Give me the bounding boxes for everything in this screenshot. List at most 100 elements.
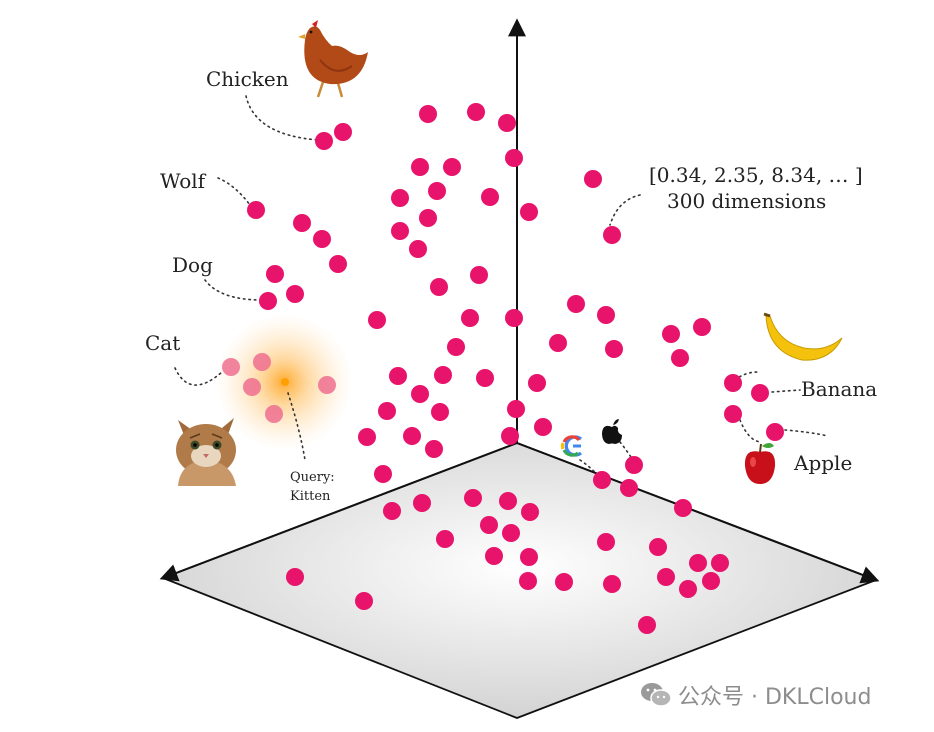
point [567, 295, 585, 313]
point [355, 592, 373, 610]
point [428, 182, 446, 200]
point [358, 428, 376, 446]
point [266, 265, 284, 283]
point [597, 306, 615, 324]
point [431, 403, 449, 421]
point [470, 266, 488, 284]
point [436, 530, 454, 548]
apple-logo-icon [602, 419, 622, 444]
point [502, 524, 520, 542]
point [505, 309, 523, 327]
point [671, 349, 689, 367]
point [425, 440, 443, 458]
point [521, 503, 539, 521]
point [313, 230, 331, 248]
label-apple: Apple [793, 451, 852, 475]
point [467, 103, 485, 121]
point [597, 533, 615, 551]
point-apple-1 [724, 405, 742, 423]
label-dimensions: 300 dimensions [667, 189, 826, 213]
point [447, 338, 465, 356]
point [378, 402, 396, 420]
query-point [281, 378, 289, 386]
point [674, 499, 692, 517]
point [383, 502, 401, 520]
google-logo-icon [560, 435, 583, 457]
point [657, 568, 675, 586]
leader-apple [739, 419, 761, 443]
point-wolf [247, 201, 265, 219]
point [411, 158, 429, 176]
point-google [593, 471, 611, 489]
label-dog: Dog [172, 253, 213, 277]
point-apple-2 [766, 423, 784, 441]
leader-query [287, 392, 306, 461]
point-banana-1 [724, 374, 742, 392]
point [638, 616, 656, 634]
point-cat-5 [265, 405, 283, 423]
watermark: 公众号 · DKLCloud [640, 678, 871, 712]
point [413, 494, 431, 512]
point-cat-2 [253, 353, 271, 371]
point [419, 209, 437, 227]
point-vector [603, 226, 621, 244]
point [689, 554, 707, 572]
label-kitten: Kitten [290, 489, 331, 504]
point [501, 427, 519, 445]
banana-icon [763, 312, 843, 361]
point [549, 334, 567, 352]
label-wolf: Wolf [160, 169, 207, 193]
point [711, 554, 729, 572]
point [499, 492, 517, 510]
leader-chicken [245, 95, 319, 141]
leader-banana-2 [771, 389, 801, 393]
point [679, 580, 697, 598]
z-axis [516, 442, 880, 584]
point-cat-4 [318, 376, 336, 394]
point-apple-logo [625, 456, 643, 474]
point [555, 573, 573, 591]
point [419, 105, 437, 123]
point-chicken-1 [334, 123, 352, 141]
leader-dog [204, 279, 263, 301]
point [443, 158, 461, 176]
point [286, 568, 304, 586]
x-axis [159, 442, 518, 582]
point [391, 222, 409, 240]
point [286, 285, 304, 303]
point [476, 369, 494, 387]
label-banana: Banana [801, 377, 877, 401]
point [480, 516, 498, 534]
point [409, 240, 427, 258]
point-cat-1 [222, 358, 240, 376]
chicken-icon [298, 20, 368, 98]
label-vector: [0.34, 2.35, 8.34, … ] [649, 163, 863, 187]
label-query: Query: [290, 470, 335, 485]
point [662, 325, 680, 343]
point [485, 547, 503, 565]
point [391, 189, 409, 207]
embedding-points [222, 103, 784, 634]
point-dog [259, 292, 277, 310]
point [411, 385, 429, 403]
point [528, 374, 546, 392]
point [293, 214, 311, 232]
point [693, 318, 711, 336]
point [368, 311, 386, 329]
point [464, 489, 482, 507]
point [498, 114, 516, 132]
leader-wolf [217, 177, 251, 206]
point [507, 400, 525, 418]
point [434, 366, 452, 384]
point [520, 203, 538, 221]
watermark-text: 公众号 · DKLCloud [678, 685, 872, 710]
point [603, 575, 621, 593]
point [519, 572, 537, 590]
point [702, 572, 720, 590]
leader-vector [609, 194, 641, 226]
label-cat: Cat [145, 331, 180, 355]
point [584, 170, 602, 188]
point [403, 427, 421, 445]
point [481, 188, 499, 206]
